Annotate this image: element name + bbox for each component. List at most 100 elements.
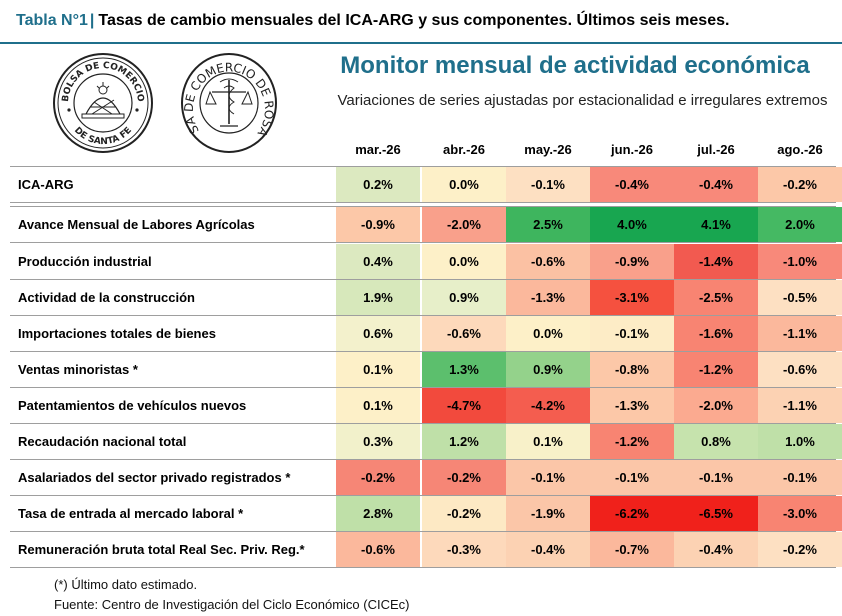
value-cell: 0.1%	[506, 424, 590, 459]
value-cell: -0.4%	[674, 532, 758, 567]
value-cell: 0.8%	[674, 424, 758, 459]
value-cell: -1.2%	[590, 424, 674, 459]
month-header: ago.-26	[777, 142, 823, 157]
row-label: Ventas minoristas *	[18, 362, 138, 377]
table-row: Recaudación nacional total 0.3% 1.2% 0.1% -1…	[10, 424, 842, 460]
value-cell: -0.4%	[590, 167, 674, 202]
value-cell: 4.0%	[590, 207, 674, 242]
value-cell: -0.1%	[590, 316, 674, 351]
value-cell: 0.4%	[336, 244, 420, 279]
row-label: Producción industrial	[18, 254, 152, 269]
row-label: Avance Mensual de Labores Agrícolas	[18, 217, 255, 232]
value-cell: 0.0%	[422, 167, 506, 202]
value-cell: 0.2%	[336, 167, 420, 202]
value-cell: -3.0%	[758, 496, 842, 531]
value-cell: -2.0%	[422, 207, 506, 242]
value-cell: -0.6%	[758, 352, 842, 387]
value-cell: 0.9%	[506, 352, 590, 387]
month-header: may.-26	[524, 142, 572, 157]
logo-left-bottom-text: DE SANTA FE	[72, 126, 134, 148]
value-cell: 2.8%	[336, 496, 420, 531]
value-cell: -1.1%	[758, 316, 842, 351]
value-cell: -1.3%	[506, 280, 590, 315]
month-header: jun.-26	[611, 142, 653, 157]
row-label: Asalariados del sector privado registrad…	[18, 470, 291, 485]
value-cell: -0.9%	[590, 244, 674, 279]
value-cell: -6.2%	[590, 496, 674, 531]
row-label: Importaciones totales de bienes	[18, 326, 216, 341]
value-cell: -2.5%	[674, 280, 758, 315]
value-cell: -1.4%	[674, 244, 758, 279]
value-cell: -4.2%	[506, 388, 590, 423]
month-header: abr.-26	[443, 142, 485, 157]
value-cell: 0.6%	[336, 316, 420, 351]
row-label: Remuneración bruta total Real Sec. Priv.…	[18, 542, 305, 557]
row-label: Recaudación nacional total	[18, 434, 187, 449]
table-row: Producción industrial 0.4% 0.0% -0.6% -0.9% -…	[10, 244, 842, 280]
value-cell: -0.4%	[674, 167, 758, 202]
value-cell: -0.5%	[758, 280, 842, 315]
bolsa-santa-fe-logo: BOLSA DE COMERCIO DE SANTA FE	[52, 52, 154, 154]
table-gap-border	[10, 206, 836, 207]
monitor-subtitle: Variaciones de series ajustadas por esta…	[337, 92, 828, 109]
value-cell: 0.0%	[422, 244, 506, 279]
value-cell: -1.0%	[758, 244, 842, 279]
value-cell: 1.9%	[336, 280, 420, 315]
value-cell: -1.3%	[590, 388, 674, 423]
month-header: jul.-26	[697, 142, 735, 157]
value-cell: -0.1%	[674, 460, 758, 495]
footnote-estimated: (*) Último dato estimado.	[54, 577, 198, 592]
row-label: Patentamientos de vehículos nuevos	[18, 398, 247, 413]
table-row: Asalariados del sector privado registrad…	[10, 460, 842, 496]
value-cell: -0.6%	[422, 316, 506, 351]
table-title: Tasas de cambio mensuales del ICA-ARG y …	[98, 12, 730, 29]
value-cell: -0.1%	[590, 460, 674, 495]
value-cell: -0.1%	[506, 167, 590, 202]
table-row: Importaciones totales de bienes 0.6% -0.6%…	[10, 316, 842, 352]
value-cell: -1.9%	[506, 496, 590, 531]
table-row: Ventas minoristas * 0.1% 1.3% 0.9% -0.8% -1.2…	[10, 352, 842, 388]
value-cell: -0.7%	[590, 532, 674, 567]
value-cell: 2.5%	[506, 207, 590, 242]
value-cell: -1.1%	[758, 388, 842, 423]
value-cell: -0.2%	[422, 496, 506, 531]
value-cell: 4.1%	[674, 207, 758, 242]
value-cell: -1.6%	[674, 316, 758, 351]
value-cell: -0.2%	[336, 460, 420, 495]
value-cell: -4.7%	[422, 388, 506, 423]
value-cell: -0.6%	[506, 244, 590, 279]
value-cell: -0.6%	[336, 532, 420, 567]
table-row: Tasa de entrada al mercado laboral * 2.8%…	[10, 496, 842, 532]
table-row: Remuneración bruta total Real Sec. Priv.…	[10, 532, 842, 568]
value-cell: 0.1%	[336, 352, 420, 387]
value-cell: 0.9%	[422, 280, 506, 315]
value-cell: -6.5%	[674, 496, 758, 531]
value-cell: -3.1%	[590, 280, 674, 315]
value-cell: -0.2%	[422, 460, 506, 495]
value-cell: -0.4%	[506, 532, 590, 567]
row-label: ICA-ARG	[18, 177, 74, 192]
row-label: Actividad de la construcción	[18, 290, 195, 305]
value-cell: 0.1%	[336, 388, 420, 423]
bolsa-rosario-logo: BOLSA DE COMERCIO DE ROSARIO	[175, 41, 278, 154]
value-cell: -0.1%	[506, 460, 590, 495]
svg-text:BOLSA DE COMERCIO: BOLSA DE COMERCIO	[61, 61, 145, 103]
table-top-border	[10, 166, 836, 167]
footnote-source: Fuente: Centro de Investigación del Cicl…	[54, 597, 410, 612]
month-header: mar.-26	[355, 142, 401, 157]
table-row: Actividad de la construcción 1.9% 0.9% -1.3…	[10, 280, 842, 316]
value-cell: 1.2%	[422, 424, 506, 459]
value-cell: -0.1%	[758, 460, 842, 495]
value-cell: -1.2%	[674, 352, 758, 387]
table-number: Tabla N°1	[16, 12, 88, 29]
table-row: ICA-ARG 0.2% 0.0% -0.1% -0.4% -0.4% -0.2%	[10, 167, 842, 203]
svg-text:DE SANTA FE: DE SANTA FE	[72, 126, 134, 148]
value-cell: -2.0%	[674, 388, 758, 423]
value-cell: 0.3%	[336, 424, 420, 459]
value-cell: -0.8%	[590, 352, 674, 387]
value-cell: 1.3%	[422, 352, 506, 387]
value-cell: 1.0%	[758, 424, 842, 459]
logo-left-top-text: BOLSA DE COMERCIO	[61, 61, 145, 103]
value-cell: -0.9%	[336, 207, 420, 242]
value-cell: 2.0%	[758, 207, 842, 242]
